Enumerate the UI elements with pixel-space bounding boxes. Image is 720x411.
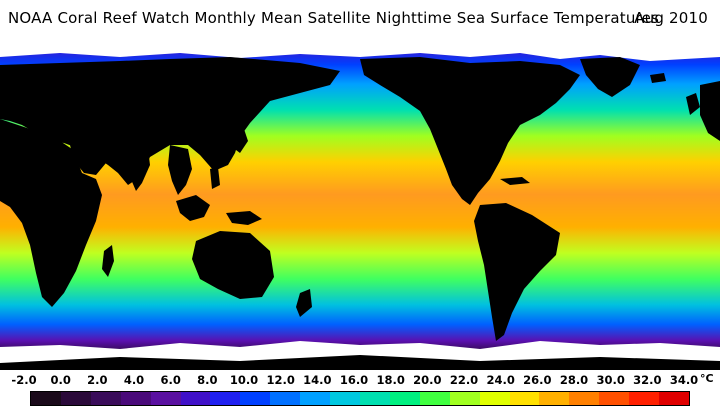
indochina	[168, 145, 192, 195]
colorbar-swatch	[330, 392, 360, 405]
colorbar-tick: 28.0	[559, 373, 589, 387]
colorbar-tick: 16.0	[339, 373, 369, 387]
colorbar-tick: 12.0	[266, 373, 295, 387]
colorbar-swatch	[31, 392, 61, 405]
colorbar-swatch	[270, 392, 301, 405]
colorbar-swatch	[150, 392, 181, 405]
colorbar-swatch	[419, 392, 450, 405]
iceland	[650, 73, 666, 83]
land-masses	[0, 57, 720, 370]
africa	[0, 119, 102, 307]
north-america	[360, 57, 580, 205]
colorbar-tick: 2.0	[87, 373, 108, 387]
colorbar-swatch	[300, 392, 331, 405]
colorbar-swatch	[389, 392, 420, 405]
colorbar-swatch	[629, 392, 660, 405]
colorbar-swatch	[180, 392, 211, 405]
colorbar-swatch	[240, 392, 271, 405]
new-zealand	[296, 289, 312, 317]
philippines	[210, 167, 220, 189]
colorbar-swatch	[599, 392, 630, 405]
colorbar-swatch	[210, 392, 241, 405]
madagascar	[102, 245, 114, 277]
australia	[192, 231, 274, 299]
colorbar-swatch	[479, 392, 510, 405]
greenland	[580, 57, 640, 97]
colorbar-tick: 24.0	[486, 373, 515, 387]
title-text: NOAA Coral Reef Watch Monthly Mean Satel…	[8, 9, 660, 27]
new-guinea	[226, 211, 262, 225]
title-date: Aug 2010	[634, 9, 708, 27]
colorbar-tick: 14.0	[303, 373, 332, 387]
colorbar-swatch	[60, 392, 91, 405]
colorbar-swatch	[539, 392, 570, 405]
south-america	[474, 203, 560, 341]
india	[124, 145, 150, 191]
eurasia	[0, 57, 340, 185]
sea-surface-temperature-map	[0, 45, 720, 370]
temperature-colorbar	[30, 391, 690, 406]
colorbar-tick: 18.0	[376, 373, 405, 387]
colorbar-tick: 20.0	[413, 373, 442, 387]
indonesia	[176, 195, 210, 221]
colorbar-tick: 4.0	[123, 373, 145, 387]
colorbar-tick: 6.0	[160, 373, 181, 387]
colorbar-tick: 10.0	[229, 373, 259, 387]
colorbar-tick: -2.0	[11, 373, 37, 387]
colorbar-tick: 30.0	[596, 373, 625, 387]
colorbar-tick: 8.0	[197, 373, 218, 387]
western-europe	[700, 81, 720, 141]
colorbar-swatch	[509, 392, 540, 405]
colorbar-swatch	[120, 392, 151, 405]
antarctica	[0, 355, 720, 370]
colorbar-swatch	[659, 392, 689, 405]
map-title: NOAA Coral Reef Watch Monthly Mean Satel…	[8, 9, 712, 29]
colorbar-tick: 26.0	[523, 373, 552, 387]
colorbar-swatch	[359, 392, 390, 405]
caribbean-islands	[500, 177, 530, 185]
colorbar-unit: °C	[700, 372, 714, 385]
colorbar-tick-labels: -2.0 0.0 2.0 4.0 6.0 8.0 10.0 12.0 14.0 16.0 18.0 2…	[0, 373, 720, 389]
arctic-ice	[0, 45, 720, 61]
colorbar-tick: 0.0	[50, 373, 71, 387]
great-britain	[686, 93, 700, 115]
colorbar-swatch	[449, 392, 480, 405]
arabia	[70, 145, 106, 175]
colorbar-tick: 34.0	[669, 373, 699, 387]
japan	[232, 129, 248, 153]
colorbar-swatch	[90, 392, 121, 405]
colorbar-swatch	[569, 392, 600, 405]
colorbar-tick: 22.0	[449, 373, 479, 387]
colorbar-tick: 32.0	[633, 373, 662, 387]
